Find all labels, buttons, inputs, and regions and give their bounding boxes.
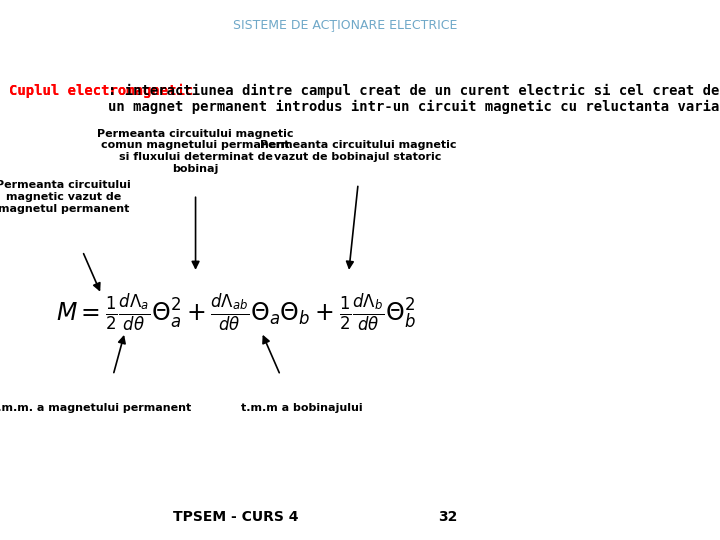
Text: Permeanta circuitului magnetic
vazut de bobinajul statoric: Permeanta circuitului magnetic vazut de … [260, 140, 456, 162]
Text: $M = \frac{1}{2}\frac{d\Lambda_a}{d\theta}\Theta_a^2 + \frac{d\Lambda_{ab}}{d\th: $M = \frac{1}{2}\frac{d\Lambda_a}{d\thet… [55, 292, 415, 334]
Text: Cuplul electromagnetic: Cuplul electromagnetic [9, 84, 194, 98]
Text: Permeanta circuitului
magnetic vazut de
magnetul permanent: Permeanta circuitului magnetic vazut de … [0, 180, 131, 214]
Text: Permeanta circuitului magnetic
comun magnetului permanent
si fluxului determinat: Permeanta circuitului magnetic comun mag… [97, 129, 294, 173]
Text: 32: 32 [438, 510, 457, 524]
Text: t.m.m. a magnetului permanent: t.m.m. a magnetului permanent [0, 403, 192, 413]
Text: t.m.m a bobinajului: t.m.m a bobinajului [240, 403, 362, 413]
Text: Cuplul electromagnetic: interactiunea dintre campul creat de un curent electric : Cuplul electromagnetic: interactiunea di… [9, 84, 720, 114]
Text: : interactiunea dintre campul creat de un curent electric si cel creat de
un mag: : interactiunea dintre campul creat de u… [108, 84, 720, 114]
Text: TPSEM - CURS 4: TPSEM - CURS 4 [173, 510, 298, 524]
Text: SISTEME DE ACŢIONARE ELECTRICE: SISTEME DE ACŢIONARE ELECTRICE [233, 19, 457, 32]
Text: Cuplul electromagnetic: Cuplul electromagnetic [9, 84, 194, 98]
